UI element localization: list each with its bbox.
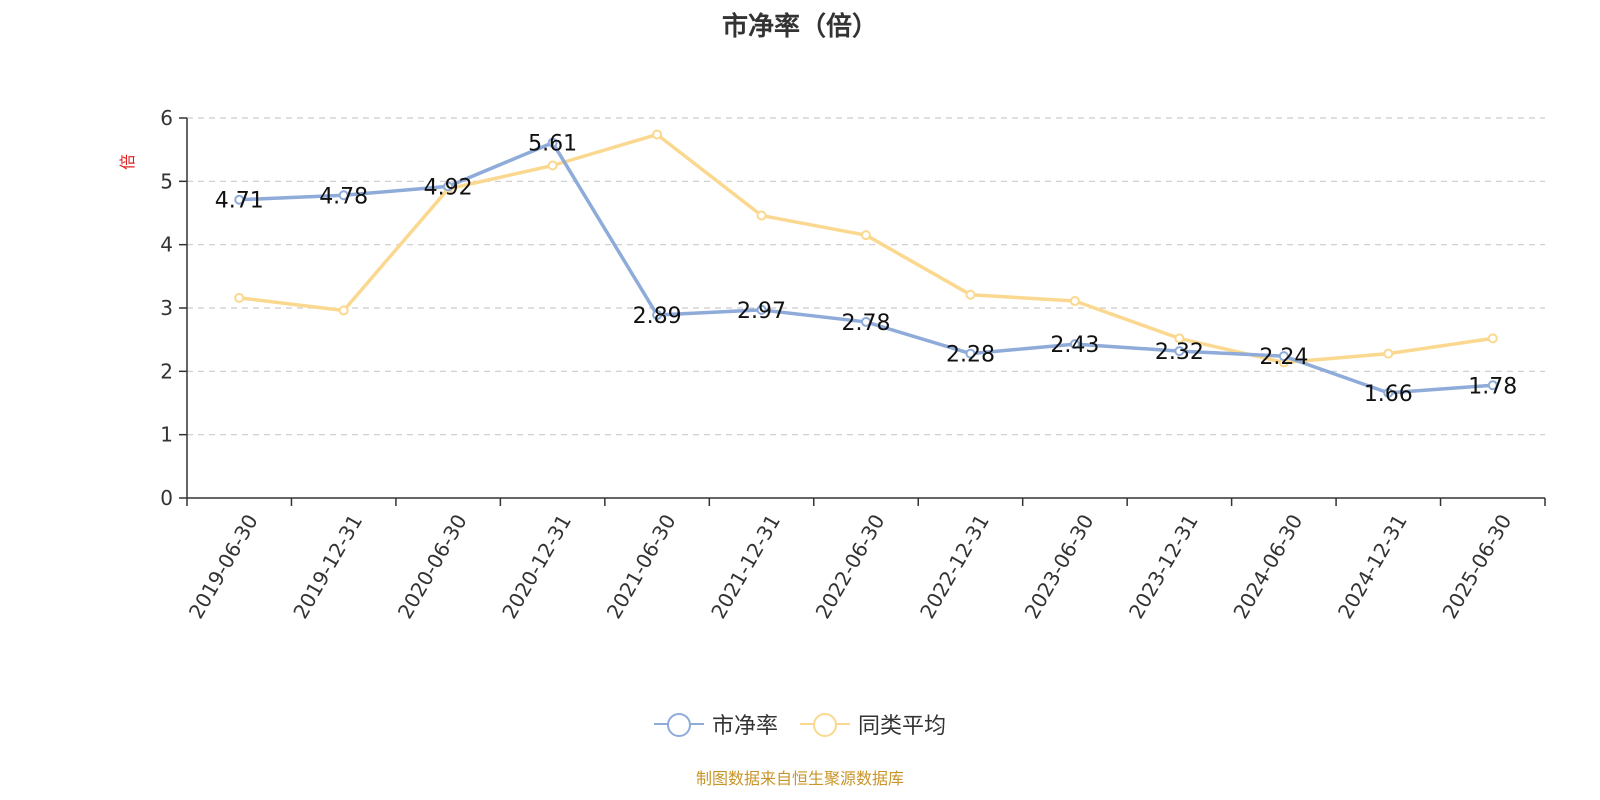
- legend-symbol-series1: [653, 711, 704, 737]
- chart-title: 市净率（倍）: [721, 12, 878, 42]
- x-tick-label: 2021-12-31: [706, 510, 785, 623]
- y-tick-label: 4: [160, 233, 173, 257]
- x-tick-label: 2020-12-31: [497, 510, 576, 623]
- data-point: [1278, 351, 1289, 362]
- data-point: [861, 230, 871, 241]
- y-tick-label: 2: [160, 359, 173, 383]
- data-point: [1174, 333, 1185, 344]
- data-point: [965, 348, 976, 359]
- data-point: [756, 304, 767, 315]
- data-point: [1487, 333, 1498, 344]
- data-point: [756, 210, 767, 221]
- data-point: [1069, 339, 1080, 350]
- legend-item-series1[interactable]: 市净率: [653, 708, 778, 740]
- data-point: [547, 137, 558, 148]
- data-label: 2.89: [633, 304, 682, 329]
- x-tick-label: 2021-06-30: [602, 510, 681, 623]
- data-point: [1383, 387, 1394, 398]
- x-tick-label: 2019-06-30: [184, 510, 263, 623]
- x-tick-label: 2020-06-30: [393, 510, 472, 623]
- legend-label-series1: 市净率: [711, 714, 778, 739]
- y-tick-label: 1: [160, 423, 173, 447]
- x-tick-label: 2022-12-31: [915, 510, 994, 623]
- data-label: 5.61: [528, 132, 577, 157]
- data-point: [443, 181, 454, 192]
- data-point: [338, 305, 349, 316]
- y-tick-label: 0: [160, 486, 173, 510]
- data-point: [338, 190, 349, 201]
- x-tick-label: 2024-12-31: [1333, 510, 1412, 623]
- data-point: [1383, 348, 1394, 359]
- data-point: [1069, 296, 1080, 307]
- data-point: [234, 194, 245, 205]
- data-point: [861, 316, 871, 327]
- legend-label-series2: 同类平均: [858, 714, 947, 739]
- x-tick-label: 2019-12-31: [288, 510, 367, 623]
- data-label: 2.32: [1155, 340, 1204, 365]
- legend-item-series2[interactable]: 同类平均: [800, 708, 946, 740]
- data-point: [1487, 380, 1498, 391]
- legend-circle-icon: [813, 713, 837, 737]
- data-label: 2.28: [946, 343, 995, 368]
- data-label: 2.43: [1050, 333, 1099, 358]
- data-point: [965, 289, 976, 300]
- legend: 市净率 同类平均: [0, 708, 1600, 740]
- source-note: 制图数据来自恒生聚源数据库: [695, 769, 904, 788]
- data-label: 1.66: [1364, 382, 1413, 407]
- y-tick-label: 3: [160, 296, 173, 320]
- y-tick-label: 6: [160, 106, 173, 130]
- data-label: 2.78: [842, 311, 891, 336]
- data-point: [1174, 346, 1185, 357]
- data-point: [234, 292, 245, 303]
- x-tick-label: 2023-12-31: [1124, 510, 1203, 623]
- data-point: [652, 309, 663, 320]
- x-tick-label: 2023-06-30: [1020, 510, 1099, 623]
- data-label: 4.92: [424, 175, 473, 200]
- data-point: [547, 160, 558, 171]
- data-label: 4.78: [319, 184, 368, 209]
- y-tick-label: 5: [160, 169, 173, 193]
- legend-symbol-series2: [800, 711, 850, 737]
- data-label: 2.24: [1259, 345, 1308, 370]
- x-tick-label: 2025-06-30: [1437, 510, 1516, 623]
- x-tick-label: 2024-06-30: [1228, 510, 1307, 623]
- data-label: 2.97: [737, 299, 786, 324]
- legend-circle-icon: [666, 713, 691, 737]
- x-tick-label: 2022-06-30: [811, 510, 890, 623]
- data-label: 1.78: [1468, 374, 1517, 399]
- data-point: [652, 129, 663, 140]
- data-label: 4.71: [215, 189, 264, 214]
